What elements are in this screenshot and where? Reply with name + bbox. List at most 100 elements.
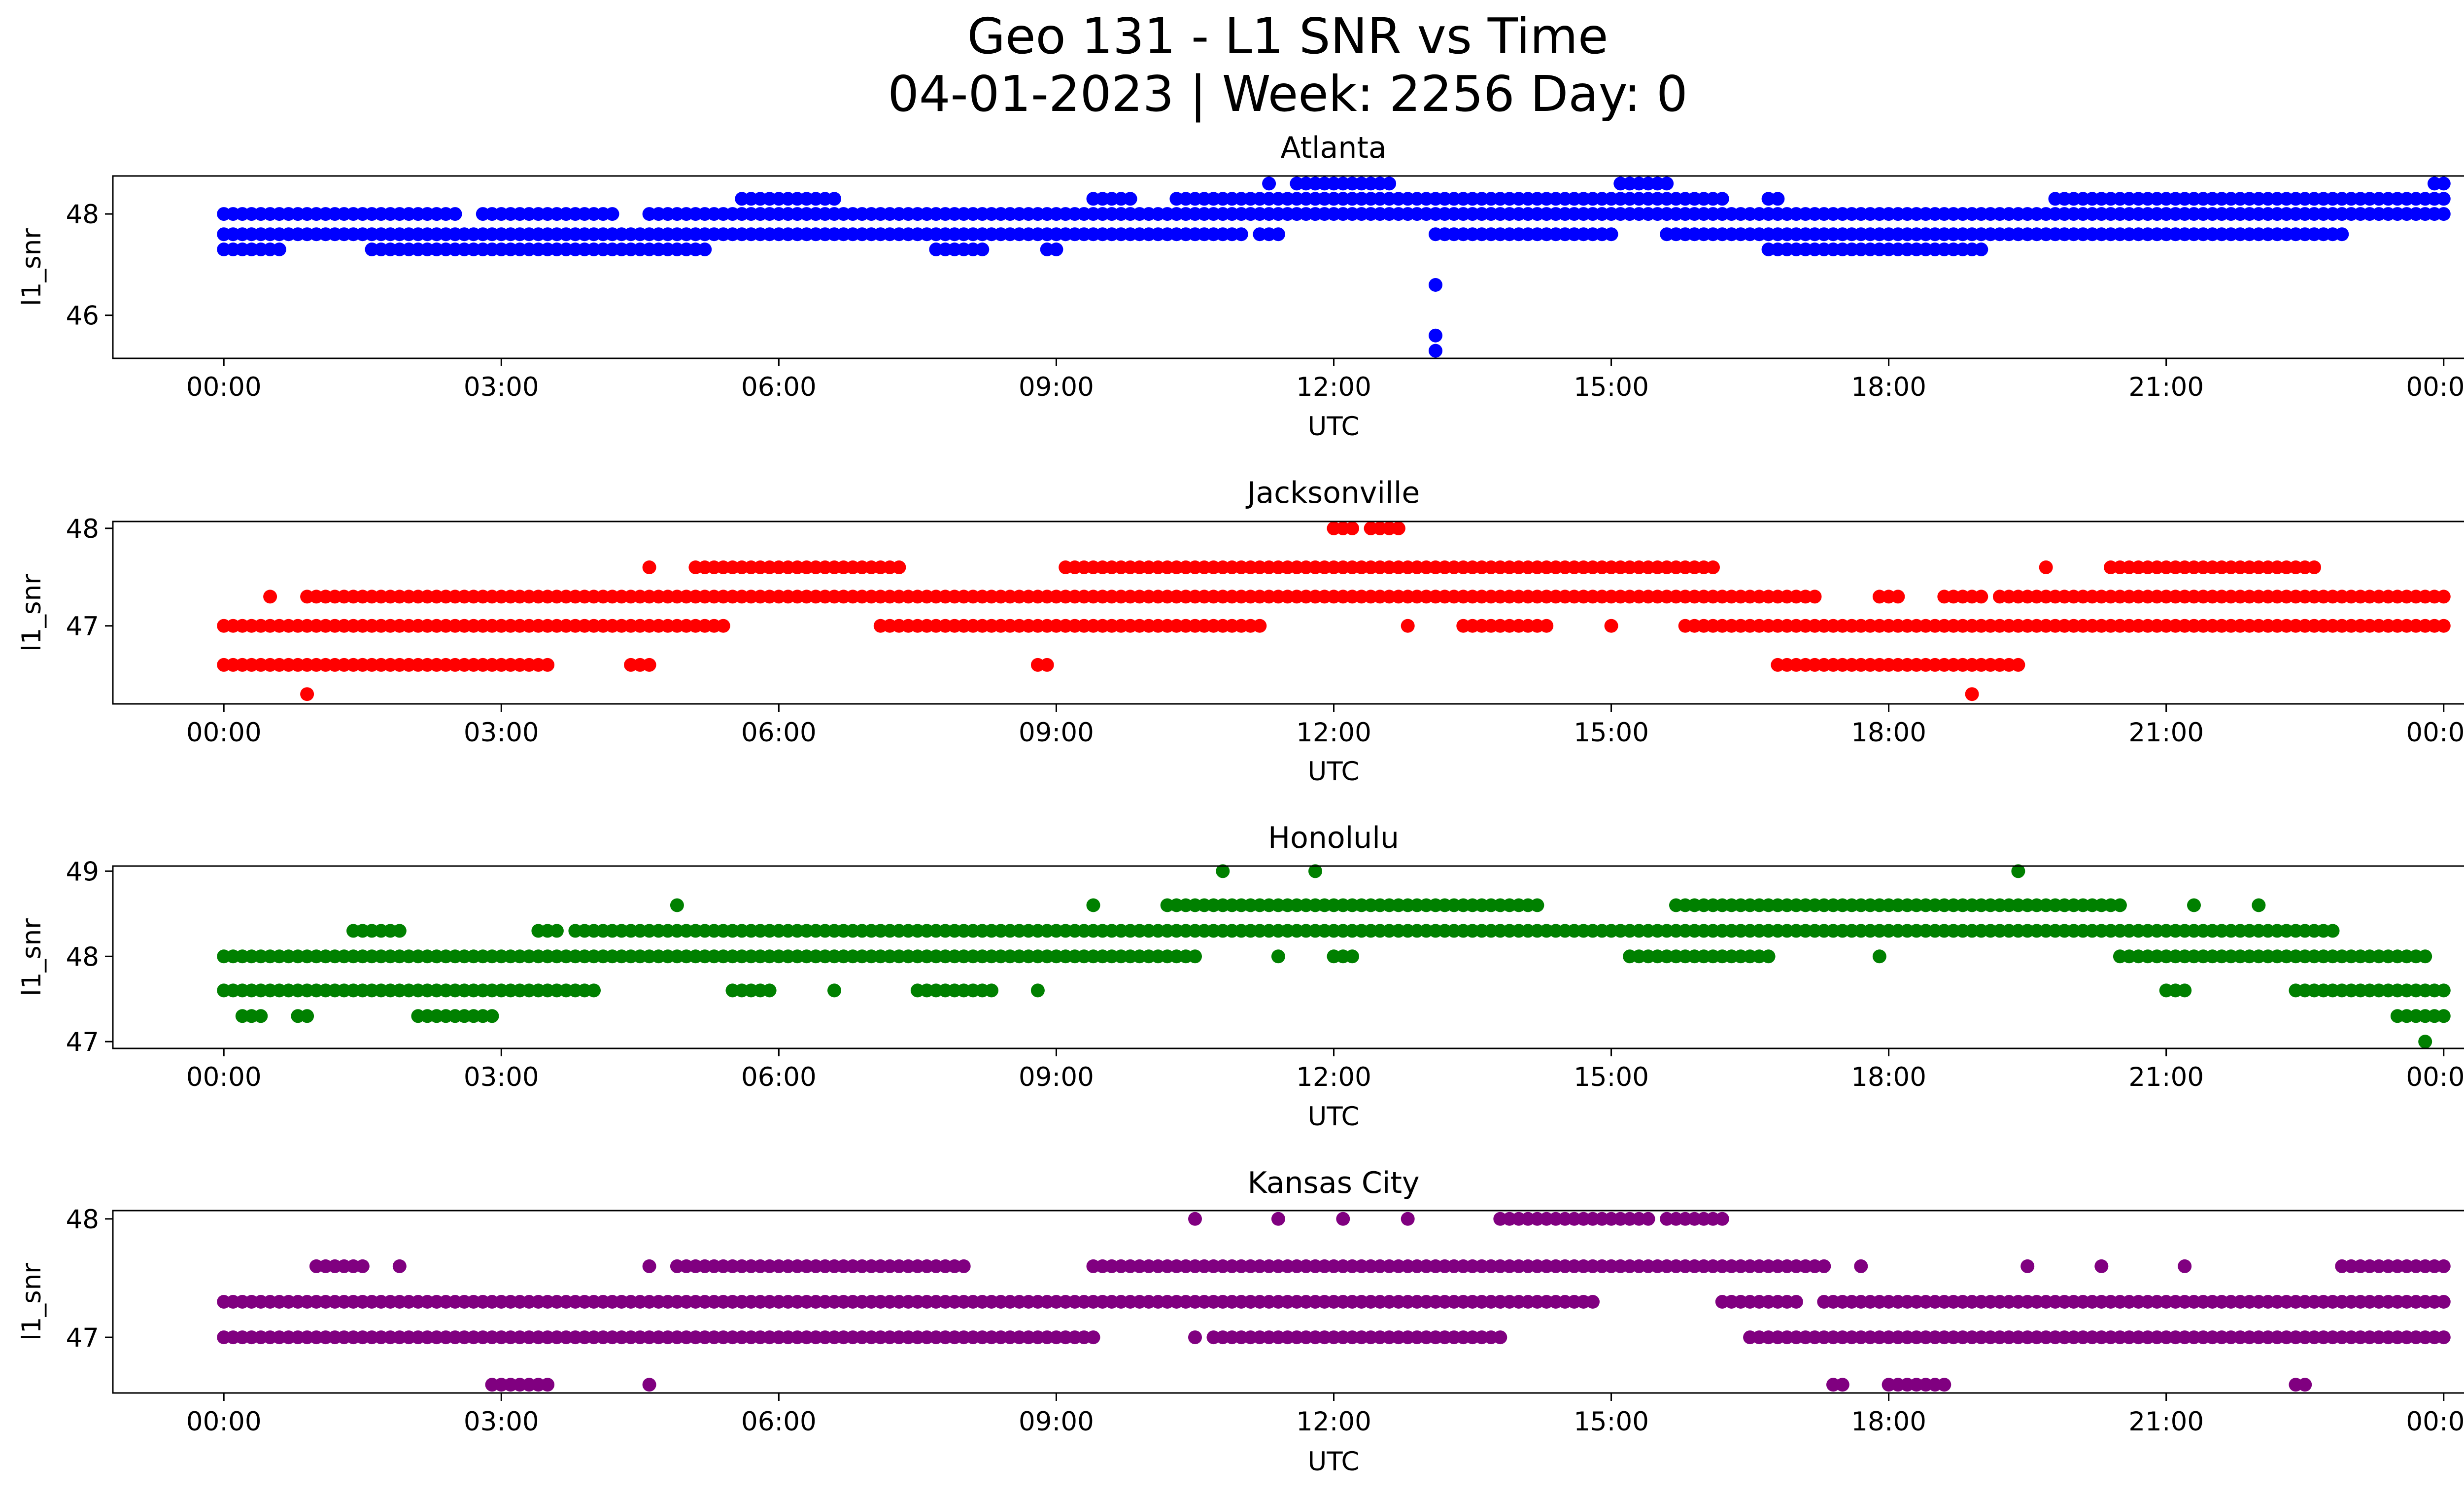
figure-title-line2: 04-01-2023 | Week: 2256 Day: 0 (888, 65, 1687, 123)
panel-title: Honolulu (1268, 821, 1399, 855)
data-point (1965, 687, 1979, 701)
plot-area: 00:00 03:00 06:00 09:00 12:00 15:00 18:00 21:00… (66, 1205, 2464, 1437)
data-point (1540, 619, 1554, 633)
data-point (263, 590, 277, 604)
y-tick-label: 48 (66, 200, 99, 230)
data-point (1345, 949, 1359, 964)
x-tick-label: 09:00 (1019, 718, 1094, 748)
panel-title: Atlanta (1280, 131, 1386, 165)
x-tick-label: 09:00 (1019, 1062, 1094, 1092)
panel-kansas-city: Kansas City 00:00 03:00 06:00 09:00 12:00 15:… (17, 1166, 2464, 1477)
figure-title-line1: Geo 131 - L1 SNR vs Time (967, 7, 1608, 65)
y-axis-label: l1_snr (17, 574, 47, 652)
data-point (2020, 1259, 2035, 1273)
data-point (355, 1259, 370, 1273)
data-point (642, 658, 656, 672)
data-point (2298, 1378, 2312, 1392)
data-point (1188, 1330, 1202, 1345)
axes-frame (112, 1210, 2464, 1394)
data-point (2436, 590, 2451, 604)
x-tick-label: 06:00 (741, 718, 817, 748)
plot-area: 00:00 03:00 06:00 09:00 12:00 15:00 18:00 21:00… (66, 857, 2464, 1092)
data-point (1429, 344, 1442, 358)
data-point (549, 924, 564, 938)
data-point (1604, 619, 1618, 633)
x-tick-label: 12:00 (1296, 372, 1371, 402)
y-tick-label: 47 (66, 1323, 99, 1353)
x-tick-label: 03:00 (464, 1062, 539, 1092)
data-point (2436, 176, 2451, 191)
data-point (541, 658, 555, 672)
data-point (642, 1378, 656, 1392)
data-point (1771, 192, 1785, 206)
data-point (2436, 983, 2451, 998)
data-point (2436, 192, 2451, 206)
data-point (448, 207, 462, 221)
data-point (254, 1009, 268, 1023)
x-tick-label: 21:00 (2128, 1407, 2204, 1437)
y-tick-label: 46 (66, 301, 99, 331)
data-point (1817, 1259, 1831, 1273)
x-tick-label: 00:00 (186, 1407, 262, 1437)
axes-frame (112, 521, 2464, 705)
data-point (1660, 176, 1674, 191)
x-tick-label: 15:00 (1574, 718, 1649, 748)
axes-frame (112, 175, 2464, 359)
x-tick-label: 00:00 (2406, 1062, 2464, 1092)
data-point (1429, 328, 1442, 343)
y-tick-label: 48 (66, 514, 99, 544)
data-point (1891, 590, 1905, 604)
data-point (2113, 898, 2127, 912)
data-point (1253, 619, 1267, 633)
panel-title: Jacksonville (1245, 476, 1420, 510)
data-point (1706, 560, 1720, 574)
data-point (300, 1009, 314, 1023)
data-point (1641, 1212, 1655, 1226)
data-point (1382, 176, 1397, 191)
x-tick-label: 00:00 (2406, 1407, 2464, 1437)
data-point (541, 1378, 555, 1392)
data-point (1271, 949, 1285, 964)
data-point (300, 687, 314, 701)
plot-area: 00:00 03:00 06:00 09:00 12:00 15:00 18:00 21:00… (66, 514, 2464, 748)
data-point (670, 898, 684, 912)
data-point (2178, 1259, 2192, 1273)
data-point (2436, 207, 2451, 221)
x-tick-label: 09:00 (1019, 1407, 1094, 1437)
x-tick-label: 12:00 (1296, 1062, 1371, 1092)
x-axis-label: UTC (1307, 757, 1359, 787)
x-tick-label: 15:00 (1574, 372, 1649, 402)
x-tick-label: 21:00 (2128, 718, 2204, 748)
data-point (1974, 243, 1988, 256)
data-point (392, 1259, 407, 1273)
data-point (1308, 864, 1322, 878)
data-point (1974, 590, 1988, 604)
data-point (1872, 949, 1886, 964)
data-point (1789, 1295, 1803, 1309)
data-point (1049, 243, 1063, 256)
data-point (1604, 227, 1618, 242)
panel-honolulu: Honolulu 00:00 03:00 06:00 09:00 12:00 15:00 1… (17, 821, 2464, 1132)
data-point (2011, 658, 2025, 672)
data-point (1030, 983, 1045, 998)
x-tick-label: 00:00 (186, 1062, 262, 1092)
data-point (1391, 521, 1405, 535)
data-point (1262, 176, 1276, 191)
x-tick-label: 06:00 (741, 1407, 817, 1437)
data-point (1271, 1212, 1285, 1226)
data-point (1808, 590, 1822, 604)
data-point (1086, 898, 1100, 912)
data-point (2187, 898, 2201, 912)
x-tick-label: 03:00 (464, 372, 539, 402)
data-point (892, 560, 906, 574)
data-point (642, 560, 656, 574)
data-point (1401, 1212, 1415, 1226)
x-tick-label: 18:00 (1851, 1407, 1926, 1437)
data-point (2178, 983, 2192, 998)
y-tick-label: 49 (66, 857, 99, 887)
data-point (827, 983, 841, 998)
data-point (2252, 898, 2266, 912)
data-point (1123, 192, 1137, 206)
data-point (1188, 1212, 1202, 1226)
